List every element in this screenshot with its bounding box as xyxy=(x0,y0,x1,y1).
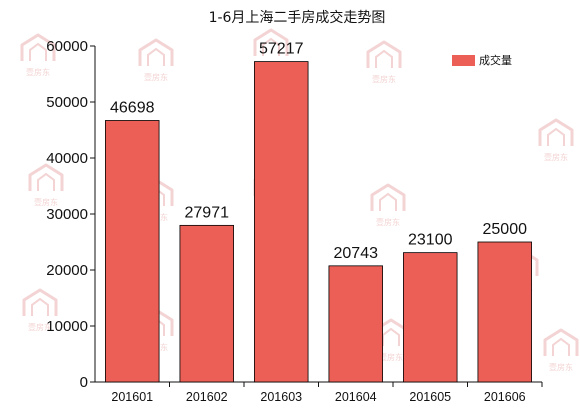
watermark-logo: 壹房东 xyxy=(538,118,574,162)
watermark-logo: 壹房东 xyxy=(22,288,58,332)
y-tick-label: 0 xyxy=(80,374,88,391)
y-tick-label: 20000 xyxy=(46,262,88,279)
house-logo-icon xyxy=(370,183,406,211)
watermark-text: 壹房东 xyxy=(376,217,400,227)
y-tick-label: 50000 xyxy=(46,94,88,111)
watermark-logo: 壹房东 xyxy=(138,38,174,82)
value-label-201605: 23100 xyxy=(408,232,453,249)
watermark-text: 壹房东 xyxy=(28,322,52,332)
house-logo-icon xyxy=(20,33,56,61)
x-tick-label: 201601 xyxy=(111,390,153,404)
watermark-logo: 壹房东 xyxy=(28,163,64,207)
y-tick-label: 40000 xyxy=(46,150,88,167)
house-logo-icon xyxy=(366,40,402,68)
bar-labels: 46698 201601 27971 201602 57217 201603 20743 20… xyxy=(110,41,527,404)
bar-201604 xyxy=(328,265,383,383)
watermark-logo: 壹房东 xyxy=(543,328,579,372)
watermark-text: 壹房东 xyxy=(372,74,396,84)
watermark-text: 壹房东 xyxy=(544,152,568,162)
house-logo-icon xyxy=(138,38,174,66)
bar-201601 xyxy=(105,120,160,383)
x-tick-label: 201602 xyxy=(186,390,228,404)
watermark-text: 壹房东 xyxy=(549,362,573,372)
value-label-201603: 57217 xyxy=(259,41,304,58)
value-label-201606: 25000 xyxy=(483,221,528,238)
value-label-201601: 46698 xyxy=(110,99,155,116)
legend-swatch xyxy=(452,55,475,66)
bars xyxy=(105,61,532,383)
watermark-text: 壹房东 xyxy=(144,72,168,82)
axes: 0 10000 20000 30000 40000 50000 60000 xyxy=(46,38,543,391)
house-logo-icon xyxy=(253,28,289,56)
y-tick-label: 30000 xyxy=(46,206,88,223)
x-tick-label: 201604 xyxy=(335,390,377,404)
bar-201603 xyxy=(254,61,309,383)
value-label-201604: 20743 xyxy=(334,245,379,262)
value-label-201602: 27971 xyxy=(185,204,230,221)
watermark-logo: 壹房东 xyxy=(370,183,406,227)
house-logo-icon xyxy=(543,328,579,356)
watermark-logo: 壹房东 xyxy=(366,40,402,84)
bar-201602 xyxy=(179,224,234,383)
chart-title: 1-6月上海二手房成交走势图 xyxy=(209,9,386,26)
watermark-text: 壹房东 xyxy=(379,352,403,362)
y-tick-label: 60000 xyxy=(46,38,88,55)
watermark-text: 壹房东 xyxy=(26,67,50,77)
y-tick-label: 10000 xyxy=(46,318,88,335)
x-tick-label: 201605 xyxy=(409,390,451,404)
watermark-text: 壹房东 xyxy=(34,197,58,207)
house-logo-icon xyxy=(22,288,58,316)
watermark-logo: 壹房东 xyxy=(20,33,56,77)
bar-201606 xyxy=(477,241,532,383)
legend: 成交量 xyxy=(452,53,512,67)
x-tick-label: 201606 xyxy=(484,390,526,404)
x-tick-label: 201603 xyxy=(260,390,302,404)
house-logo-icon xyxy=(28,163,64,191)
bar-201605 xyxy=(403,252,458,383)
legend-label: 成交量 xyxy=(479,53,512,67)
house-logo-icon xyxy=(538,118,574,146)
